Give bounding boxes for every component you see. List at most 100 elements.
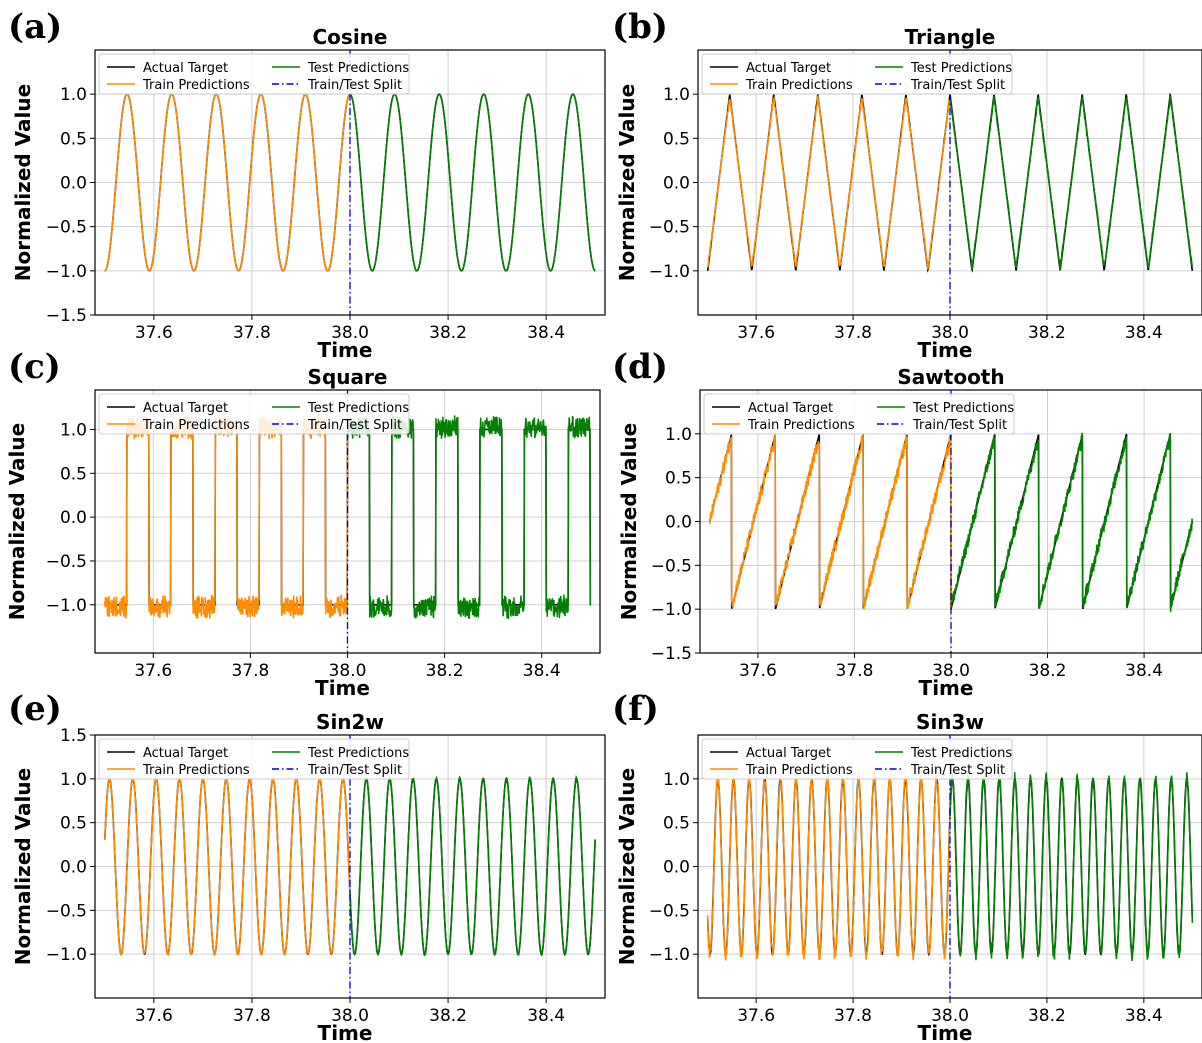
legend-box <box>703 393 1015 435</box>
legend: Actual Target Train Predictions Test Predi… <box>98 738 410 780</box>
legend: Actual Target Train Predictions Test Predi… <box>703 393 1015 435</box>
y-tick-label: 0.5 <box>60 464 87 484</box>
series-test-predictions <box>349 93 596 272</box>
legend: Actual Target Train Predictions Test Predi… <box>98 393 410 435</box>
y-tick-label: −1.5 <box>651 644 692 664</box>
x-tick-label: 37.6 <box>737 323 775 343</box>
legend-test-predictions-label: Test Predictions <box>912 401 1014 416</box>
y-tick-label: −0.5 <box>649 218 690 238</box>
chart-panel-4: 37.6 37.8 38.0 38.2 38.4 −1.5 −1.0 −0.5 0.0 0.5 1.… <box>612 347 1202 700</box>
y-tick-label: −1.0 <box>649 945 690 965</box>
legend-train-test-split-label: Train/Test Split <box>910 763 1005 778</box>
legend-box <box>701 53 1013 95</box>
y-tick-label: −1.0 <box>46 262 87 282</box>
legend-actual-target-label: Actual Target <box>143 61 228 76</box>
y-tick-label: −1.0 <box>46 596 87 616</box>
chart-title: Square <box>308 365 388 389</box>
y-tick-label: 0.5 <box>60 129 87 149</box>
panel-letter: (d) <box>612 347 668 387</box>
y-tick-label: −1.0 <box>649 262 690 282</box>
panel-letter: (c) <box>8 347 61 387</box>
series-test-predictions <box>949 95 1194 272</box>
y-axis-label: Normalized Value <box>617 423 641 620</box>
y-tick-label: 0.0 <box>60 508 87 528</box>
legend-box <box>98 393 410 435</box>
chart-panel-1: 37.6 37.8 38.0 38.2 38.4 −1.5 −1.0 −0.5 0.0 0.5 1.… <box>8 7 606 362</box>
y-tick-label: 1.0 <box>60 85 87 105</box>
x-tick-label: 37.6 <box>737 1006 775 1026</box>
chart-title: Sin3w <box>916 710 984 734</box>
legend-train-predictions-label: Train Predictions <box>745 78 853 93</box>
y-axis-label: Normalized Value <box>615 768 639 965</box>
x-tick-label: 38.2 <box>1029 661 1067 681</box>
series-train-predictions <box>104 774 351 957</box>
y-tick-label: −1.0 <box>46 945 87 965</box>
x-tick-label: 38.4 <box>1125 1006 1163 1026</box>
panel-letter: (e) <box>8 689 62 729</box>
x-axis-label: Time <box>919 676 974 700</box>
chart-title: Cosine <box>313 25 388 49</box>
legend-test-predictions-label: Test Predictions <box>910 746 1012 761</box>
x-tick-label: 38.2 <box>1028 323 1066 343</box>
y-axis-label: Normalized Value <box>5 423 29 620</box>
x-tick-label: 38.4 <box>1125 661 1163 681</box>
legend-test-predictions-label: Test Predictions <box>307 61 409 76</box>
x-tick-label: 37.6 <box>135 323 173 343</box>
y-tick-label: 0.5 <box>60 814 87 834</box>
y-tick-label: −0.5 <box>649 901 690 921</box>
legend-train-predictions-label: Train Predictions <box>745 763 853 778</box>
x-tick-label: 38.4 <box>1125 323 1163 343</box>
y-tick-label: 0.0 <box>663 174 690 194</box>
legend-train-test-split-label: Train/Test Split <box>910 78 1005 93</box>
legend-train-predictions-label: Train Predictions <box>142 418 250 433</box>
legend-train-test-split-label: Train/Test Split <box>307 418 402 433</box>
y-axis-label: Normalized Value <box>615 84 639 281</box>
y-tick-label: −0.5 <box>46 218 87 238</box>
x-tick-label: 38.0 <box>931 323 969 343</box>
legend-box <box>98 53 410 95</box>
x-tick-label: 38.0 <box>932 661 970 681</box>
x-tick-label: 37.8 <box>836 661 874 681</box>
chart-panel-3: 37.6 37.8 38.0 38.2 38.4 −1.0 −0.5 0.0 0.5 1.0 Squ… <box>5 347 601 700</box>
chart-panel-2: 37.6 37.8 38.0 38.2 38.4 −1.0 −0.5 0.0 0.5 1.0 Tri… <box>612 7 1202 362</box>
legend-actual-target-label: Actual Target <box>746 746 831 761</box>
legend-train-predictions-label: Train Predictions <box>142 763 250 778</box>
chart-panel-5: 37.6 37.8 38.0 38.2 38.4 −1.0 −0.5 0.0 0.5 1.0 1.5… <box>8 689 606 1043</box>
legend-test-predictions-label: Test Predictions <box>910 61 1012 76</box>
x-tick-label: 38.2 <box>429 323 467 343</box>
y-axis-label: Normalized Value <box>11 84 35 281</box>
x-axis-label: Time <box>315 676 370 700</box>
x-tick-label: 37.6 <box>135 1006 173 1026</box>
x-tick-label: 37.8 <box>233 1006 271 1026</box>
legend-train-test-split-label: Train/Test Split <box>307 78 402 93</box>
y-tick-label: 0.5 <box>663 129 690 149</box>
legend-train-test-split-label: Train/Test Split <box>307 763 402 778</box>
legend-train-predictions-label: Train Predictions <box>142 78 250 93</box>
series-train-predictions <box>104 93 351 272</box>
series-test-predictions <box>346 415 592 619</box>
legend-actual-target-label: Actual Target <box>143 401 228 416</box>
x-tick-label: 37.8 <box>834 1006 872 1026</box>
y-tick-label: 0.0 <box>60 858 87 878</box>
x-tick-label: 38.0 <box>931 1006 969 1026</box>
x-tick-label: 38.4 <box>523 661 561 681</box>
x-axis-label: Time <box>918 1021 973 1043</box>
x-tick-label: 38.0 <box>331 323 369 343</box>
legend-box <box>701 738 1013 780</box>
x-axis-label: Time <box>918 338 973 362</box>
y-tick-label: −0.5 <box>651 556 692 576</box>
x-tick-label: 38.2 <box>429 1006 467 1026</box>
x-tick-label: 37.8 <box>233 323 271 343</box>
y-tick-label: 0.0 <box>663 858 690 878</box>
legend: Actual Target Train Predictions Test Predi… <box>701 738 1013 780</box>
y-tick-label: −1.5 <box>46 306 87 326</box>
chart-title: Sawtooth <box>897 365 1004 389</box>
legend: Actual Target Train Predictions Test Predi… <box>701 53 1013 95</box>
x-tick-label: 38.2 <box>1028 1006 1066 1026</box>
panel-letter: (a) <box>8 7 62 47</box>
series-test-predictions <box>950 432 1194 612</box>
x-tick-label: 38.4 <box>527 323 565 343</box>
y-tick-label: 1.5 <box>60 726 87 746</box>
legend-test-predictions-label: Test Predictions <box>307 401 409 416</box>
